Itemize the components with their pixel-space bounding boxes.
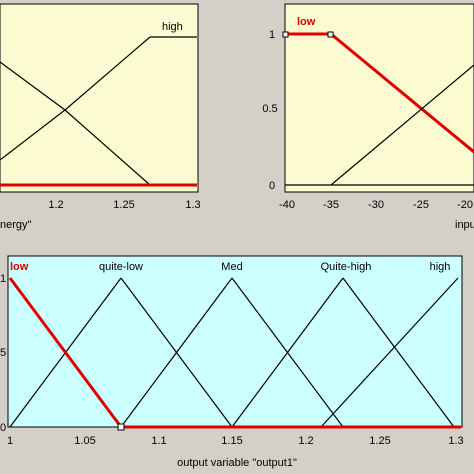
x-tick-neg40: -40 — [279, 199, 295, 211]
x-tick-1.2: 1.2 — [298, 435, 313, 447]
bottom-plot-area[interactable] — [7, 255, 463, 428]
top-left-plot-area[interactable] — [0, 3, 199, 193]
y-tick-0: 0 — [269, 180, 275, 192]
x-tick-1.2: 1.2 — [48, 199, 63, 211]
mf-label-high: high — [162, 21, 183, 33]
y-tick-1: 1 — [269, 29, 275, 41]
mf-label-high: high — [430, 261, 451, 273]
mf-label-quite-high: Quite-high — [321, 261, 372, 273]
mf-line-falling — [0, 61, 66, 111]
bottom-panel: low quite-low Med Quite-high high 1 5 0 … — [0, 255, 464, 469]
mf-handle-left[interactable] — [282, 31, 289, 38]
top-left-panel: high 1.2 1.25 1.3 nergy" — [0, 3, 201, 231]
x-tick-1.15: 1.15 — [221, 435, 242, 447]
mf-line-falling-lower — [64, 109, 151, 186]
mf-label-low: low — [10, 261, 29, 273]
x-tick-1.05: 1.05 — [74, 435, 95, 447]
mf-label-med: Med — [221, 261, 242, 273]
x-tick-1.3: 1.3 — [448, 435, 463, 447]
mf-med-left — [120, 277, 233, 428]
x-axis-label: inpu — [455, 219, 474, 231]
mf-low-slope[interactable] — [8, 277, 123, 428]
x-tick-neg30: -30 — [368, 199, 384, 211]
mf-label-quite-low: quite-low — [99, 261, 143, 273]
low-mf-slope[interactable] — [330, 32, 474, 154]
y-tick-0.5: 0.5 — [262, 103, 277, 115]
y-tick-0: 0 — [0, 422, 6, 434]
x-tick-neg35: -35 — [323, 199, 339, 211]
top-right-panel: low 1 0.5 0 -40 -35 -30 -25 -20 inpu — [262, 3, 474, 231]
x-axis-label: output variable "output1" — [177, 457, 297, 469]
x-tick-1.25: 1.25 — [369, 435, 390, 447]
rising-mf-line — [330, 64, 474, 186]
x-tick-neg25: -25 — [413, 199, 429, 211]
mf-handle-right[interactable] — [327, 31, 334, 38]
mf-line-rising — [0, 109, 66, 161]
y-tick-5: 5 — [0, 347, 6, 359]
mf-handle-low[interactable] — [117, 423, 125, 431]
mf-label-low: low — [297, 16, 316, 28]
x-tick-1.25: 1.25 — [113, 199, 134, 211]
x-axis-label: nergy" — [0, 219, 32, 231]
x-tick-neg20: -20 — [457, 199, 473, 211]
x-tick-1.3: 1.3 — [185, 199, 200, 211]
x-tick-1.1: 1.1 — [151, 435, 166, 447]
y-tick-1: 1 — [0, 273, 6, 285]
mf-quite-high-left — [231, 277, 344, 428]
mf-line-rising-upper — [64, 36, 151, 111]
mf-high-left — [320, 277, 459, 428]
x-tick-1: 1 — [7, 435, 13, 447]
mf-quite-high-right — [342, 277, 455, 428]
top-right-plot-area[interactable] — [284, 3, 474, 193]
